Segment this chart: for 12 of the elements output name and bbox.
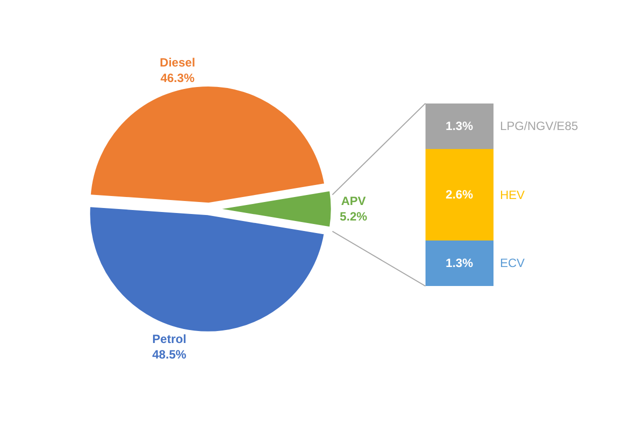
- slice-label: Petrol: [152, 332, 186, 346]
- data-label: 1.3%: [446, 119, 474, 134]
- data-label: 2.6%: [446, 188, 474, 202]
- data-label: 1.3%: [446, 256, 474, 270]
- series-label: ECV: [500, 256, 525, 270]
- slice-label: Diesel: [160, 56, 196, 70]
- data-label: 48.5%: [152, 348, 187, 362]
- series-label: LPG/NGV/E85: [500, 119, 578, 133]
- data-label: 5.2%: [340, 210, 368, 224]
- slice-label: APV: [341, 194, 366, 208]
- data-label: 46.3%: [160, 71, 195, 86]
- series-label: HEV: [500, 188, 525, 202]
